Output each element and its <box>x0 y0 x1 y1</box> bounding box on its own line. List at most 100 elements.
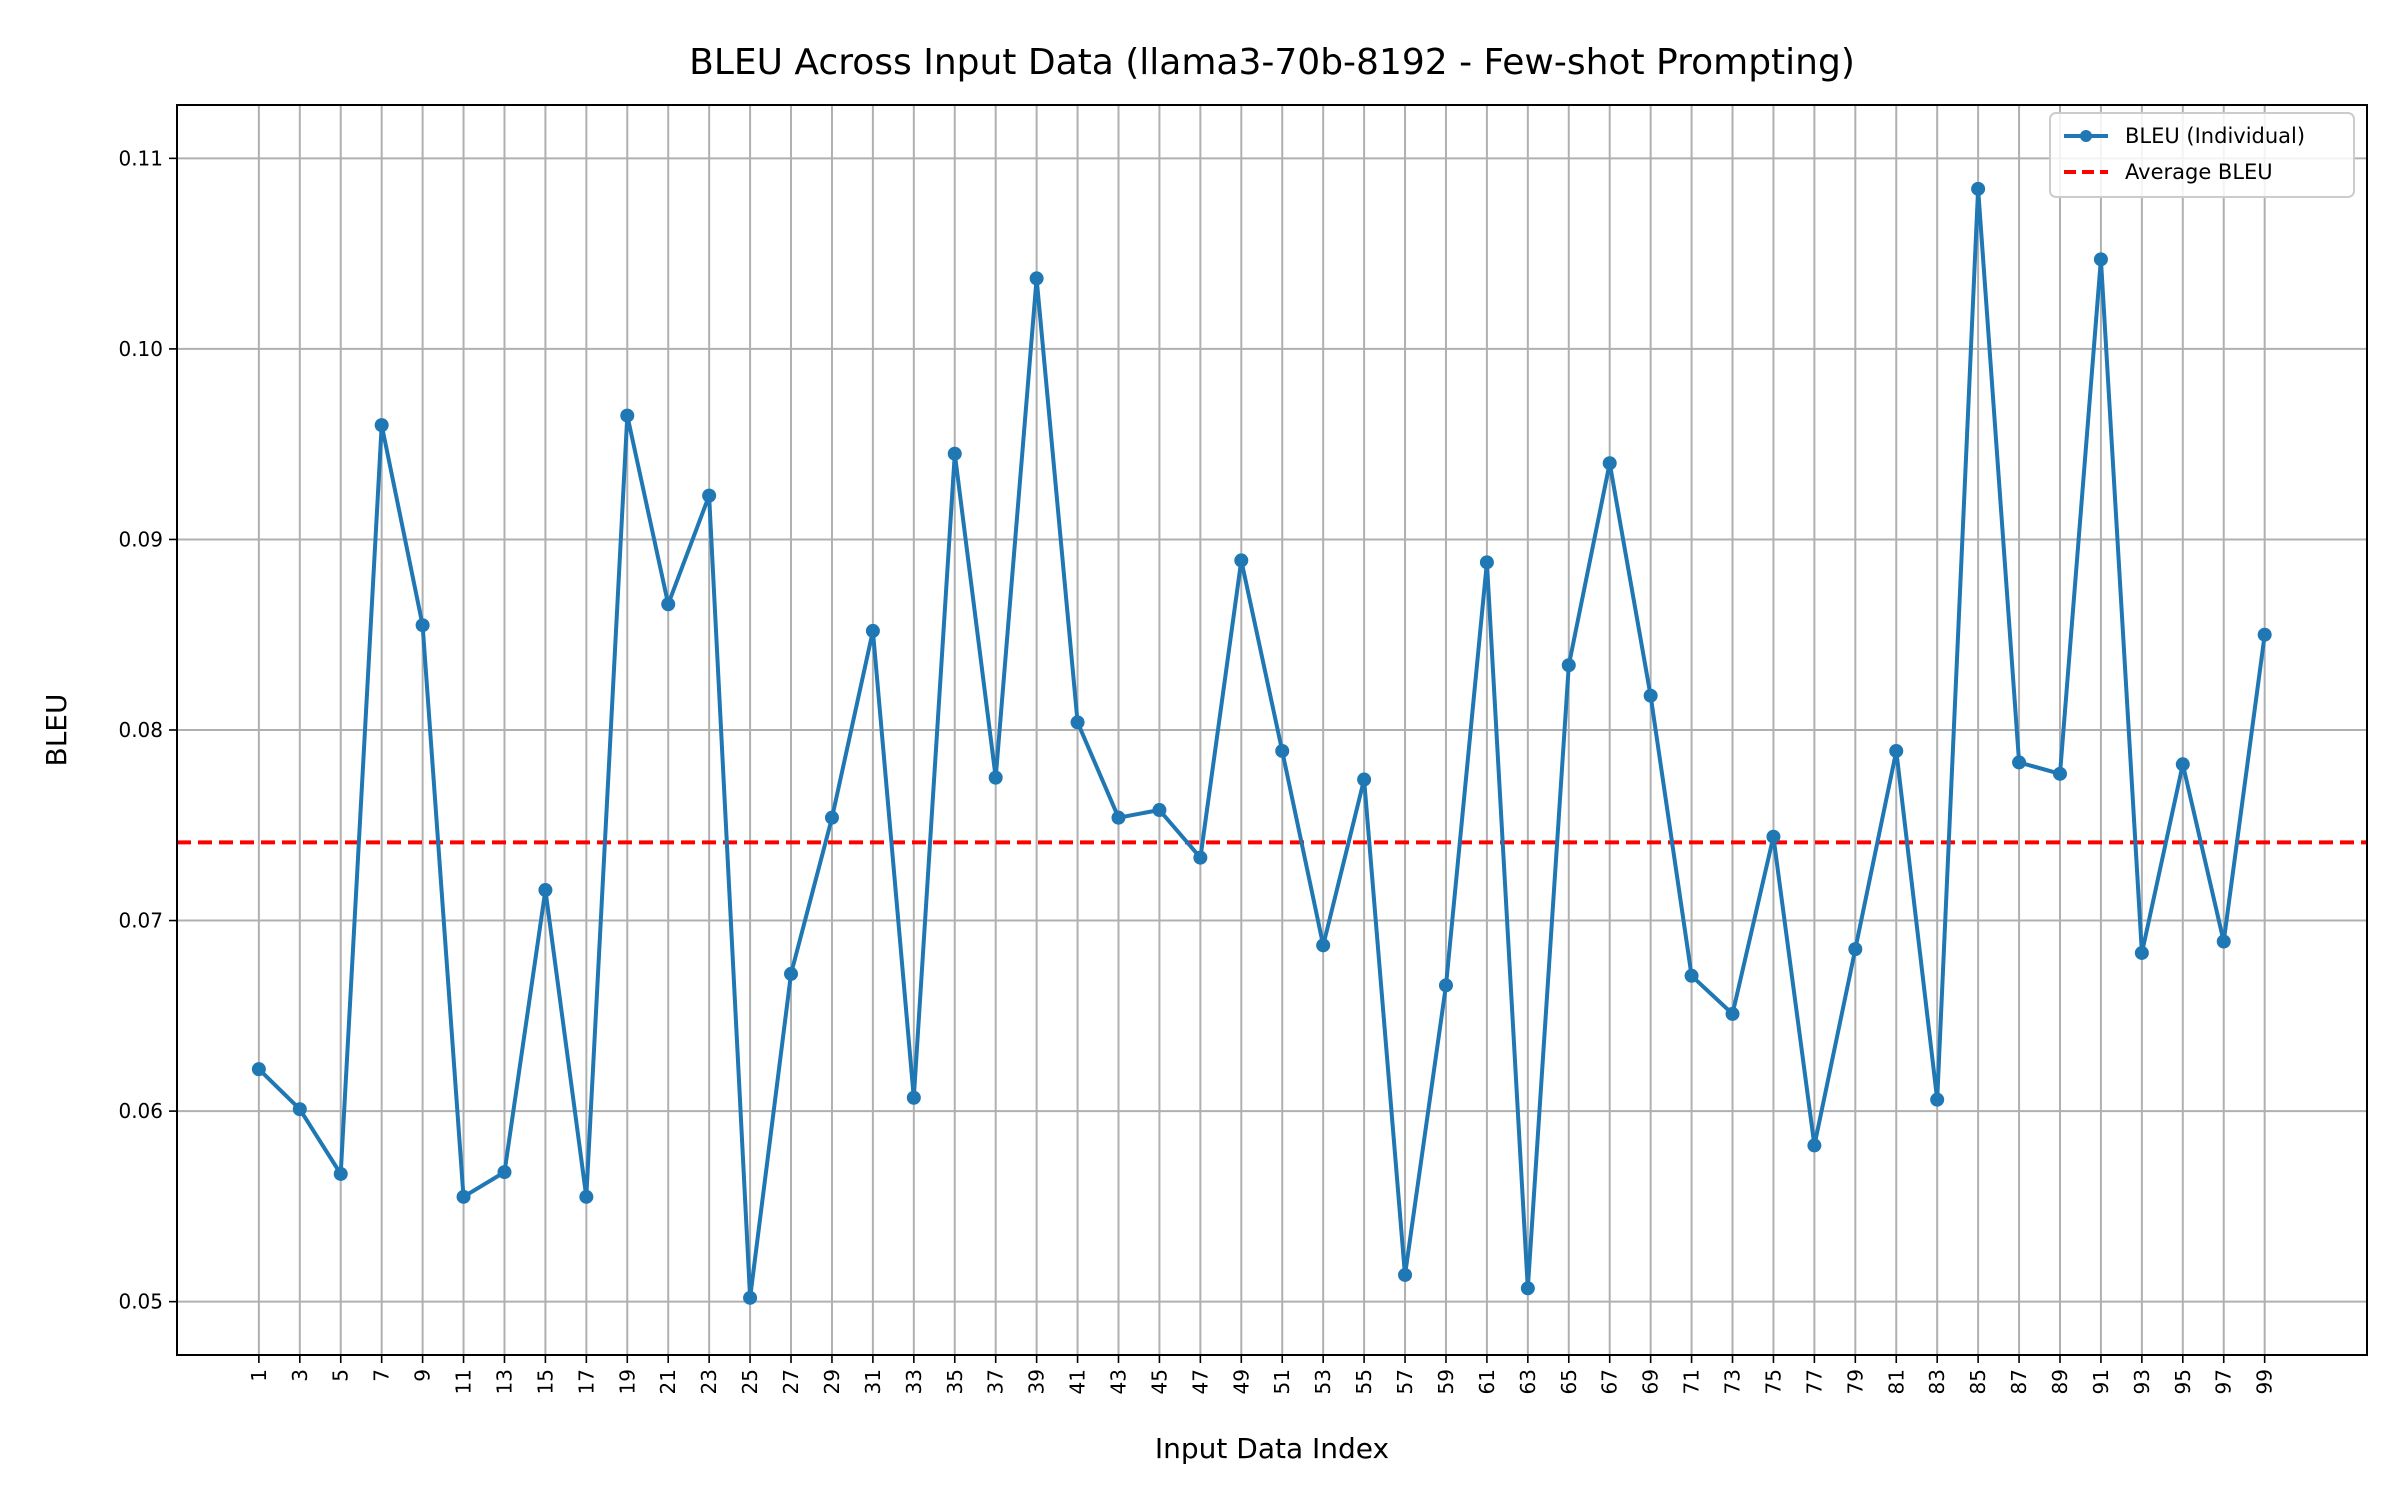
bleu-data-point <box>906 1090 921 1105</box>
bleu-data-point <box>2134 945 2149 960</box>
x-tick-label: 39 <box>1025 1369 1049 1394</box>
bleu-individual-line <box>257 186 2267 1300</box>
x-tick-label: 85 <box>1966 1369 1990 1394</box>
bleu-data-point <box>865 623 880 638</box>
x-tick-label: 35 <box>943 1369 967 1394</box>
x-tick-label: 37 <box>984 1369 1008 1394</box>
x-tick-label: 83 <box>1925 1369 1949 1394</box>
x-tick-label: 23 <box>697 1369 721 1394</box>
x-tick-label: 41 <box>1066 1369 1090 1394</box>
bleu-data-point <box>292 1102 307 1117</box>
grid-lines <box>177 105 2367 1355</box>
bleu-data-point <box>1725 1006 1740 1021</box>
x-tick-label: 97 <box>2212 1369 2236 1394</box>
bleu-data-point <box>1398 1267 1413 1282</box>
bleu-data-point <box>538 883 553 898</box>
x-tick-label: 9 <box>411 1369 435 1382</box>
bleu-data-point <box>1643 688 1658 703</box>
legend: BLEU (Individual) Average BLEU <box>2049 112 2355 198</box>
x-tick-label: 55 <box>1352 1369 1376 1394</box>
bleu-data-point <box>2257 627 2272 642</box>
x-tick-label: 33 <box>902 1369 926 1394</box>
bleu-data-point <box>2175 757 2190 772</box>
bleu-data-point <box>1111 810 1126 825</box>
bleu-data-point <box>456 1189 471 1204</box>
bleu-data-point <box>1971 181 1986 196</box>
x-tick-label: 91 <box>2089 1369 2113 1394</box>
bleu-data-point <box>497 1165 512 1180</box>
bleu-data-point <box>2216 934 2231 949</box>
bleu-data-point <box>947 446 962 461</box>
bleu-data-point <box>702 488 717 503</box>
bleu-data-point <box>251 1062 266 1077</box>
x-tick-label: 29 <box>820 1369 844 1394</box>
x-tick-label: 67 <box>1598 1369 1622 1394</box>
x-tick-label: 3 <box>288 1369 312 1382</box>
bleu-data-point <box>333 1166 348 1181</box>
y-tick-label: 0.06 <box>118 1099 163 1123</box>
x-tick-label: 49 <box>1229 1369 1253 1394</box>
x-tick-label: 21 <box>656 1369 680 1394</box>
x-tick-label: 99 <box>2253 1369 2277 1394</box>
bleu-data-point <box>1193 850 1208 865</box>
legend-individual-label: BLEU (Individual) <box>2125 124 2305 148</box>
x-tick-label: 53 <box>1311 1369 1335 1394</box>
y-tick-label: 0.07 <box>118 909 163 933</box>
bleu-data-point <box>620 408 635 423</box>
x-tick-label: 69 <box>1639 1369 1663 1394</box>
legend-individual-marker <box>2080 130 2092 142</box>
x-tick-label: 57 <box>1393 1369 1417 1394</box>
axis-ticks: 1 3 5 7 9 11 13 15 17 19 21 23 25 27 29 31 33 35 37 39 41 43 4… <box>118 146 2276 1394</box>
x-tick-label: 71 <box>1680 1369 1704 1394</box>
bleu-data-point <box>2093 252 2108 267</box>
x-tick-label: 11 <box>452 1369 476 1394</box>
bleu-data-point <box>784 966 799 981</box>
legend-average-label: Average BLEU <box>2125 160 2273 184</box>
x-tick-label: 93 <box>2130 1369 2154 1394</box>
x-tick-label: 77 <box>1802 1369 1826 1394</box>
x-tick-label: 87 <box>2007 1369 2031 1394</box>
x-tick-label: 65 <box>1557 1369 1581 1394</box>
chart-title: BLEU Across Input Data (llama3-70b-8192 … <box>689 42 1855 83</box>
bleu-data-point <box>1438 978 1453 993</box>
bleu-data-point <box>1848 942 1863 957</box>
bleu-data-point <box>1029 271 1044 286</box>
bleu-data-point <box>1684 968 1699 983</box>
x-tick-label: 45 <box>1147 1369 1171 1394</box>
x-tick-label: 5 <box>329 1369 353 1382</box>
x-tick-label: 27 <box>779 1369 803 1394</box>
x-tick-label: 25 <box>738 1369 762 1394</box>
x-tick-label: 31 <box>861 1369 885 1394</box>
bleu-data-point <box>1807 1138 1822 1153</box>
x-tick-label: 13 <box>492 1369 516 1394</box>
x-tick-label: 63 <box>1516 1369 1540 1394</box>
bleu-data-point <box>1234 553 1249 568</box>
x-tick-label: 75 <box>1761 1369 1785 1394</box>
x-tick-label: 15 <box>533 1369 557 1394</box>
x-tick-label: 43 <box>1106 1369 1130 1394</box>
x-tick-label: 61 <box>1475 1369 1499 1394</box>
bleu-data-point <box>2052 766 2067 781</box>
x-tick-label: 7 <box>370 1369 394 1382</box>
bleu-data-point <box>415 618 430 633</box>
x-tick-label: 95 <box>2171 1369 2195 1394</box>
x-tick-label: 79 <box>1843 1369 1867 1394</box>
bleu-data-point <box>1889 743 1904 758</box>
x-tick-label: 59 <box>1434 1369 1458 1394</box>
bleu-data-point <box>988 770 1003 785</box>
x-tick-label: 81 <box>1884 1369 1908 1394</box>
bleu-data-point <box>2012 755 2027 770</box>
bleu-data-point <box>1561 658 1576 673</box>
x-tick-label: 1 <box>247 1369 271 1382</box>
bleu-data-point <box>824 810 839 825</box>
bleu-data-point <box>1479 555 1494 570</box>
bleu-data-point <box>1520 1281 1535 1296</box>
x-tick-label: 17 <box>574 1369 598 1394</box>
bleu-data-point <box>1275 743 1290 758</box>
y-tick-label: 0.09 <box>118 527 163 551</box>
legend-box <box>2049 112 2355 198</box>
bleu-data-point <box>1930 1092 1945 1107</box>
x-axis-label: Input Data Index <box>1155 1432 1389 1465</box>
bleu-data-point <box>1316 938 1331 953</box>
